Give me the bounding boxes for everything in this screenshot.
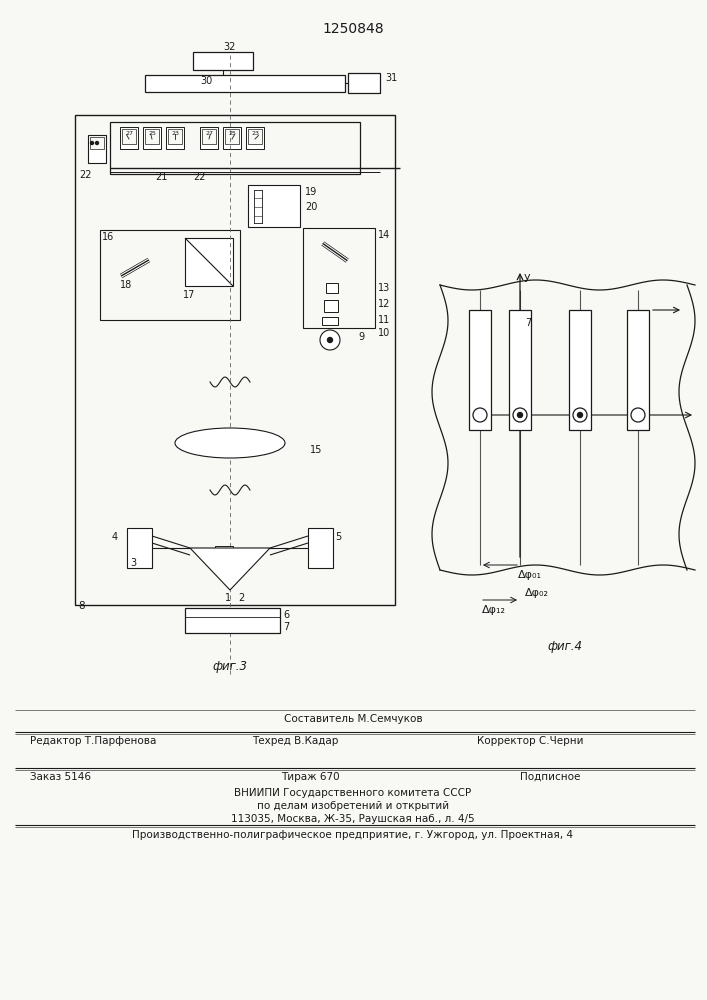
Bar bbox=[110, 122, 360, 174]
Bar bbox=[248, 185, 300, 227]
Text: Подписное: Подписное bbox=[520, 772, 580, 782]
Text: Заказ 5146: Заказ 5146 bbox=[30, 772, 91, 782]
Text: 19: 19 bbox=[305, 187, 317, 197]
Bar bbox=[627, 310, 649, 430]
Text: 6: 6 bbox=[283, 610, 289, 620]
Text: 32: 32 bbox=[224, 42, 236, 52]
Text: 11: 11 bbox=[378, 315, 390, 325]
Bar bbox=[223, 127, 241, 149]
Text: Δφ₀₁: Δφ₀₁ bbox=[518, 570, 542, 580]
Bar bbox=[185, 608, 280, 633]
Text: 18: 18 bbox=[120, 280, 132, 290]
Text: фиг.4: фиг.4 bbox=[547, 640, 583, 653]
Text: y: y bbox=[524, 272, 531, 282]
Text: 25: 25 bbox=[148, 131, 156, 136]
Circle shape bbox=[95, 141, 98, 144]
Bar bbox=[120, 127, 138, 149]
Text: ВНИИПИ Государственного комитета СССР: ВНИИПИ Государственного комитета СССР bbox=[235, 788, 472, 798]
Bar bbox=[215, 546, 233, 554]
Text: 15: 15 bbox=[310, 445, 322, 455]
Text: 17: 17 bbox=[183, 290, 195, 300]
Text: Тираж 670: Тираж 670 bbox=[281, 772, 339, 782]
Text: 1: 1 bbox=[225, 593, 231, 603]
Text: по делам изобретений и открытий: по делам изобретений и открытий bbox=[257, 801, 449, 811]
Bar bbox=[225, 129, 239, 144]
Text: 16: 16 bbox=[102, 232, 115, 242]
Text: 7: 7 bbox=[525, 318, 531, 328]
Polygon shape bbox=[185, 238, 233, 286]
Ellipse shape bbox=[175, 428, 285, 458]
Text: 2: 2 bbox=[238, 593, 244, 603]
Polygon shape bbox=[254, 190, 262, 223]
Circle shape bbox=[518, 412, 522, 418]
Text: 30: 30 bbox=[200, 76, 212, 86]
Text: 5: 5 bbox=[335, 532, 341, 542]
Circle shape bbox=[320, 330, 340, 350]
Bar bbox=[248, 129, 262, 144]
Bar bbox=[90, 137, 104, 149]
Text: 21: 21 bbox=[155, 172, 168, 182]
Text: 31: 31 bbox=[385, 73, 397, 83]
Bar bbox=[185, 238, 233, 286]
Bar bbox=[202, 129, 216, 144]
Bar bbox=[88, 135, 106, 163]
Text: Составитель М.Семчуков: Составитель М.Семчуков bbox=[284, 714, 422, 724]
Circle shape bbox=[327, 338, 332, 342]
Text: 27: 27 bbox=[125, 131, 133, 136]
Circle shape bbox=[578, 412, 583, 418]
Text: 22: 22 bbox=[79, 170, 91, 180]
Text: 12: 12 bbox=[378, 299, 390, 309]
Text: 4: 4 bbox=[112, 532, 118, 542]
Text: 113035, Москва, Ж-35, Раушская наб., л. 4/5: 113035, Москва, Ж-35, Раушская наб., л. … bbox=[231, 814, 475, 824]
Circle shape bbox=[573, 408, 587, 422]
Bar bbox=[143, 127, 161, 149]
Text: 25: 25 bbox=[228, 131, 236, 136]
Bar bbox=[193, 52, 253, 70]
Polygon shape bbox=[190, 548, 270, 590]
Bar bbox=[569, 310, 591, 430]
Text: 20: 20 bbox=[305, 202, 317, 212]
Bar bbox=[509, 310, 531, 430]
Text: 23: 23 bbox=[251, 131, 259, 136]
Text: Корректор С.Черни: Корректор С.Черни bbox=[477, 736, 583, 746]
Bar bbox=[322, 317, 338, 325]
Bar bbox=[326, 283, 338, 293]
Text: фиг.3: фиг.3 bbox=[213, 660, 247, 673]
Bar bbox=[308, 528, 333, 568]
Text: 10: 10 bbox=[378, 328, 390, 338]
Text: Редактор Т.Парфенова: Редактор Т.Парфенова bbox=[30, 736, 156, 746]
Bar bbox=[145, 129, 159, 144]
Bar bbox=[122, 129, 136, 144]
Bar bbox=[127, 528, 152, 568]
Text: 23: 23 bbox=[171, 131, 179, 136]
Text: 1250848: 1250848 bbox=[322, 22, 384, 36]
Text: 14: 14 bbox=[378, 230, 390, 240]
Bar bbox=[324, 300, 338, 312]
Bar bbox=[348, 73, 380, 93]
Text: 13: 13 bbox=[378, 283, 390, 293]
Text: 27: 27 bbox=[205, 131, 213, 136]
Bar bbox=[246, 127, 264, 149]
Circle shape bbox=[90, 141, 93, 144]
Text: Производственно-полиграфическое предприятие, г. Ужгород, ул. Проектная, 4: Производственно-полиграфическое предприя… bbox=[132, 830, 573, 840]
Text: 3: 3 bbox=[130, 558, 136, 568]
Bar bbox=[145, 75, 345, 92]
Circle shape bbox=[513, 408, 527, 422]
Bar bbox=[168, 129, 182, 144]
Text: Δφ₀₂: Δφ₀₂ bbox=[525, 588, 549, 598]
Text: 7: 7 bbox=[283, 622, 289, 632]
Bar bbox=[200, 127, 218, 149]
Text: 22: 22 bbox=[193, 172, 206, 182]
Text: 8: 8 bbox=[78, 601, 85, 611]
Circle shape bbox=[473, 408, 487, 422]
Text: Техред В.Кадар: Техред В.Кадар bbox=[252, 736, 338, 746]
Bar bbox=[166, 127, 184, 149]
Text: 9: 9 bbox=[358, 332, 364, 342]
Bar bbox=[100, 230, 240, 320]
Text: Δφ₁₂: Δφ₁₂ bbox=[482, 605, 506, 615]
Bar bbox=[303, 228, 375, 328]
Circle shape bbox=[631, 408, 645, 422]
Bar bbox=[75, 115, 395, 605]
Bar bbox=[469, 310, 491, 430]
